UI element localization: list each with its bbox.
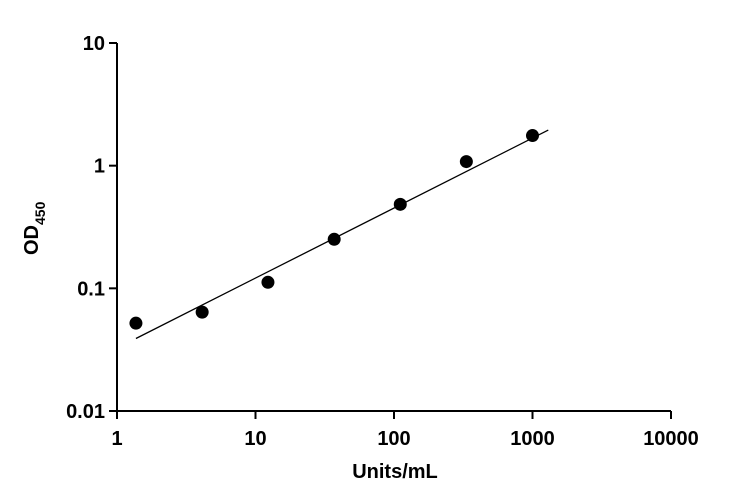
point: [195, 305, 209, 319]
x-tick-label: 1000: [510, 428, 555, 450]
y-label-subscript: 450: [32, 201, 48, 225]
x-tick-label: 10000: [643, 428, 699, 450]
x-tick-label: 10: [244, 428, 266, 450]
x-axis-label: Units/mL: [352, 461, 438, 483]
point: [526, 129, 539, 143]
fit-line: [135, 129, 549, 340]
y-tick-label: 0.01: [66, 401, 105, 423]
point: [393, 197, 407, 211]
y-axis-label: OD450: [21, 201, 48, 255]
point: [129, 316, 143, 330]
point: [459, 155, 473, 169]
point: [261, 275, 275, 289]
y-tick-label: 10: [83, 33, 105, 55]
x-tick-label: 100: [377, 428, 410, 450]
point: [327, 232, 341, 246]
y-label-main: OD: [21, 225, 43, 255]
y-tick-label: 1: [94, 156, 105, 178]
y-tick-label: 0.1: [77, 278, 105, 300]
x-tick-label: 1: [111, 428, 122, 450]
